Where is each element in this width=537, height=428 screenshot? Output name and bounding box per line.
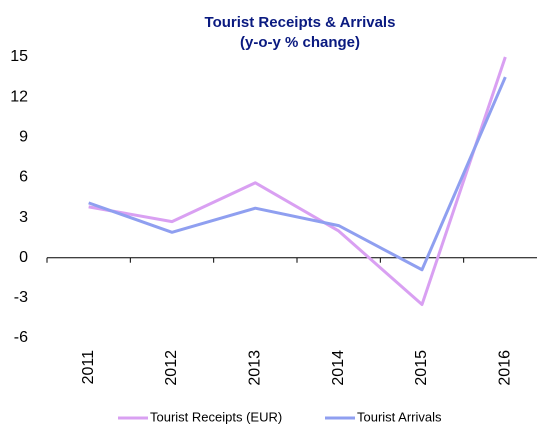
chart-title: Tourist Receipts & Arrivals xyxy=(205,14,396,31)
y-tick-label: 12 xyxy=(10,88,28,105)
x-tick-label: 2011 xyxy=(80,350,97,385)
x-tick-label: 2016 xyxy=(497,350,514,386)
x-tick-label: 2015 xyxy=(413,350,430,386)
legend-label: Tourist Arrivals xyxy=(357,409,442,424)
y-tick-label: 0 xyxy=(19,249,28,266)
legend-label: Tourist Receipts (EUR) xyxy=(150,409,282,424)
y-tick-label: -6 xyxy=(14,329,28,346)
y-tick-label: 6 xyxy=(19,169,28,186)
y-tick-label: 15 xyxy=(10,48,28,65)
y-tick-label: 9 xyxy=(19,129,28,146)
y-tick-label: -3 xyxy=(14,289,28,306)
y-tick-label: 3 xyxy=(19,209,28,226)
x-tick-label: 2014 xyxy=(330,350,347,386)
series-line xyxy=(88,56,507,307)
x-tick-label: 2012 xyxy=(163,350,180,386)
x-tick-label: 2013 xyxy=(247,350,264,386)
chart-subtitle: (y-o-y % change) xyxy=(240,34,360,51)
series-line xyxy=(88,76,507,272)
